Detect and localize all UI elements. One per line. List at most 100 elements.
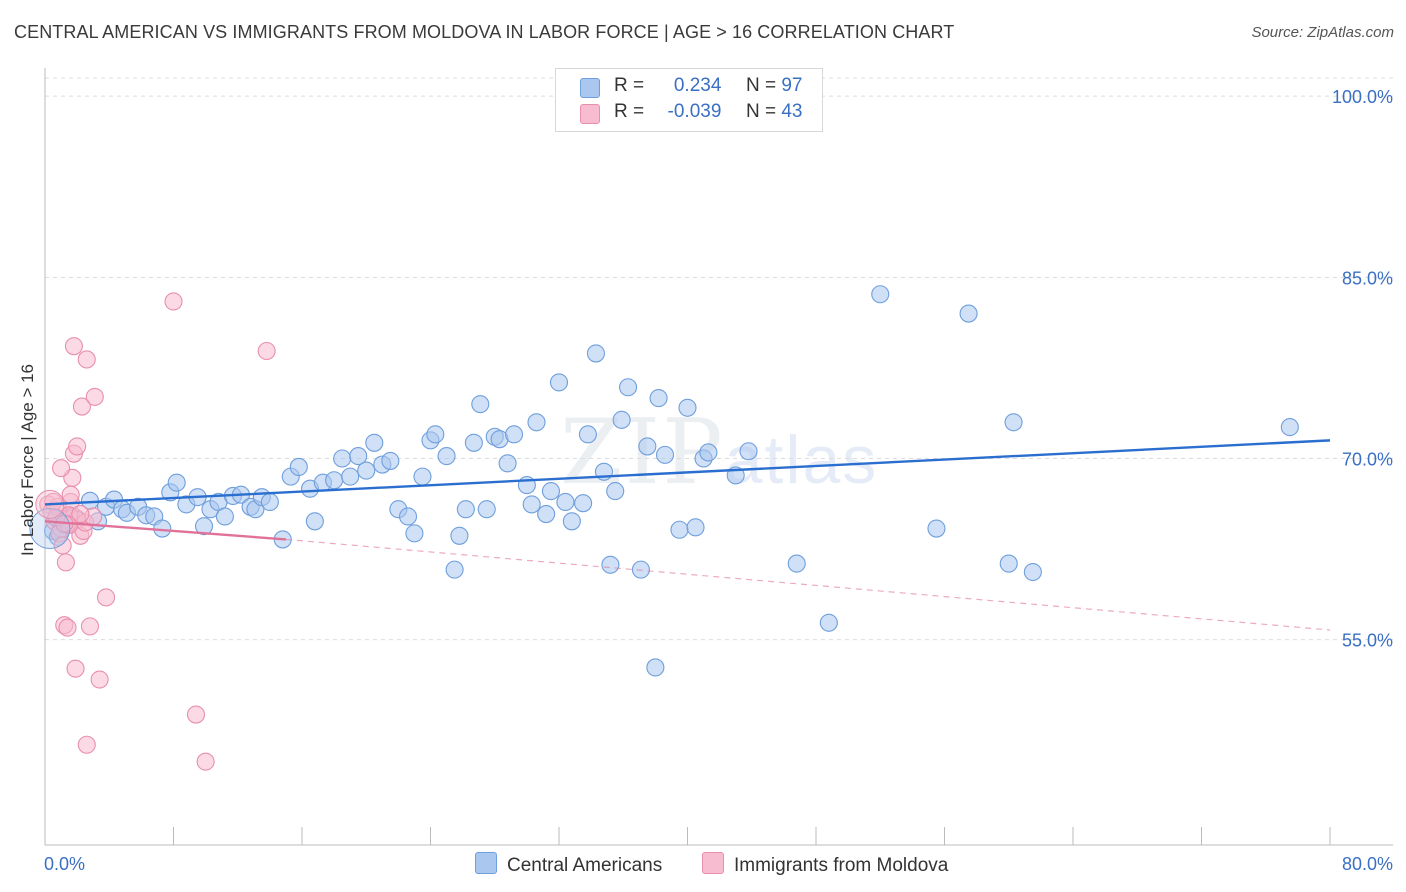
moldova-point bbox=[64, 337, 83, 356]
central-americans-point bbox=[1280, 418, 1299, 437]
moldova-point bbox=[66, 659, 85, 678]
x-tick-label: 80.0% bbox=[1342, 854, 1393, 874]
central-americans-point bbox=[686, 518, 705, 537]
legend-r-value: 0.234 bbox=[673, 75, 722, 96]
central-americans-point bbox=[349, 447, 368, 466]
moldova-point bbox=[164, 292, 183, 311]
legend-r-label: R = bbox=[614, 75, 645, 96]
moldova-point bbox=[52, 459, 71, 478]
legend-n-value: 97 bbox=[781, 75, 803, 96]
central-americans-point bbox=[260, 492, 279, 512]
central-americans-point bbox=[464, 433, 483, 452]
legend-r-value: -0.039 bbox=[667, 101, 722, 122]
central-americans-point bbox=[699, 443, 718, 462]
central-americans-point bbox=[678, 398, 697, 417]
central-americans-point bbox=[498, 454, 517, 473]
central-americans-point bbox=[819, 613, 838, 632]
central-americans-point bbox=[471, 395, 490, 414]
legend-n-label: N = bbox=[745, 75, 777, 96]
legend-n-value: 43 bbox=[781, 101, 803, 122]
central-americans-point bbox=[631, 560, 650, 579]
central-americans-point bbox=[739, 442, 758, 461]
central-americans-point bbox=[365, 433, 384, 452]
central-americans-trend-line bbox=[44, 439, 1331, 506]
central-americans-point bbox=[445, 560, 464, 579]
moldova-point bbox=[80, 617, 100, 636]
central-americans-point bbox=[477, 500, 496, 519]
y-tick-label: 55.0% bbox=[1342, 631, 1393, 651]
moldova-point bbox=[90, 670, 109, 689]
central-americans-point bbox=[959, 304, 978, 323]
central-americans-point bbox=[578, 425, 597, 444]
central-americans-point bbox=[646, 658, 665, 677]
central-americans-point bbox=[655, 445, 675, 464]
moldova-point bbox=[77, 350, 96, 369]
central-americans-point bbox=[167, 473, 186, 492]
central-americans-point bbox=[325, 471, 344, 490]
central-americans-point bbox=[194, 517, 214, 536]
central-americans-point bbox=[549, 373, 569, 392]
y-axis-label: In Labor Force | Age > 16 bbox=[18, 363, 37, 557]
bottom-legend-label: Immigrants from Moldova bbox=[734, 855, 949, 876]
central-americans-point bbox=[537, 505, 556, 524]
bottom-legend-label: Central Americans bbox=[507, 855, 663, 876]
central-americans-point bbox=[927, 519, 946, 538]
bottom-legend-moldova: Immigrants from Moldova bbox=[702, 852, 948, 876]
moldova-point bbox=[58, 618, 77, 637]
central-americans-point bbox=[601, 555, 620, 574]
central-americans-point bbox=[215, 507, 234, 526]
y-tick-label: 85.0% bbox=[1342, 268, 1393, 288]
central-americans-point bbox=[638, 437, 657, 456]
moldova-point bbox=[68, 437, 87, 456]
moldova-point bbox=[85, 387, 104, 406]
central-americans-point bbox=[606, 482, 625, 501]
central-americans-point bbox=[1004, 413, 1023, 432]
central-americans-point bbox=[999, 554, 1018, 573]
central-americans-point bbox=[305, 512, 324, 531]
central-americans-point bbox=[437, 447, 456, 466]
source-credit: Source: ZipAtlas.com bbox=[1251, 24, 1394, 41]
moldova-point bbox=[257, 341, 276, 361]
central-americans-point bbox=[649, 389, 668, 408]
x-tick-label: 0.0% bbox=[44, 854, 85, 874]
bottom-legend-swatch-blue bbox=[475, 852, 497, 874]
moldova-point bbox=[96, 588, 116, 607]
moldova-trend-line bbox=[44, 520, 287, 541]
moldova-point bbox=[56, 553, 75, 572]
central-americans-point bbox=[333, 449, 352, 468]
legend-n-label: N = bbox=[745, 101, 777, 122]
moldova-point bbox=[43, 492, 63, 512]
central-americans-point bbox=[1023, 562, 1042, 582]
central-americans-point bbox=[289, 457, 308, 477]
correlation-legend: R = 0.234 N = 97 R = -0.039 N = 43 bbox=[555, 68, 823, 132]
central-americans-point bbox=[612, 410, 631, 429]
y-tick-label: 100.0% bbox=[1332, 87, 1393, 107]
bottom-legend-swatch-pink bbox=[702, 852, 724, 874]
central-americans-point bbox=[341, 467, 360, 486]
central-americans-point bbox=[357, 461, 376, 480]
legend-swatch-pink bbox=[580, 104, 600, 124]
central-americans-point bbox=[574, 494, 593, 513]
central-americans-point bbox=[527, 413, 546, 432]
moldova-point bbox=[77, 735, 96, 754]
central-americans-point bbox=[562, 512, 581, 531]
central-americans-point bbox=[556, 492, 575, 512]
central-americans-point bbox=[586, 344, 605, 363]
central-americans-point bbox=[670, 520, 689, 539]
central-americans-point bbox=[541, 482, 561, 501]
moldova-point bbox=[72, 397, 91, 416]
central-americans-point bbox=[522, 495, 541, 514]
central-americans-point bbox=[619, 378, 638, 397]
central-americans-point bbox=[413, 467, 432, 486]
bottom-legend-central-americans: Central Americans bbox=[475, 852, 662, 876]
moldova-point bbox=[61, 485, 80, 504]
central-americans-point bbox=[787, 554, 806, 573]
legend-swatch-blue bbox=[580, 78, 600, 98]
central-americans-point bbox=[871, 285, 890, 304]
moldova-point bbox=[186, 705, 206, 724]
central-americans-point bbox=[426, 425, 445, 444]
moldova-trend-extension bbox=[285, 538, 1331, 631]
central-americans-point bbox=[504, 425, 524, 444]
legend-r-label: R = bbox=[614, 101, 645, 122]
